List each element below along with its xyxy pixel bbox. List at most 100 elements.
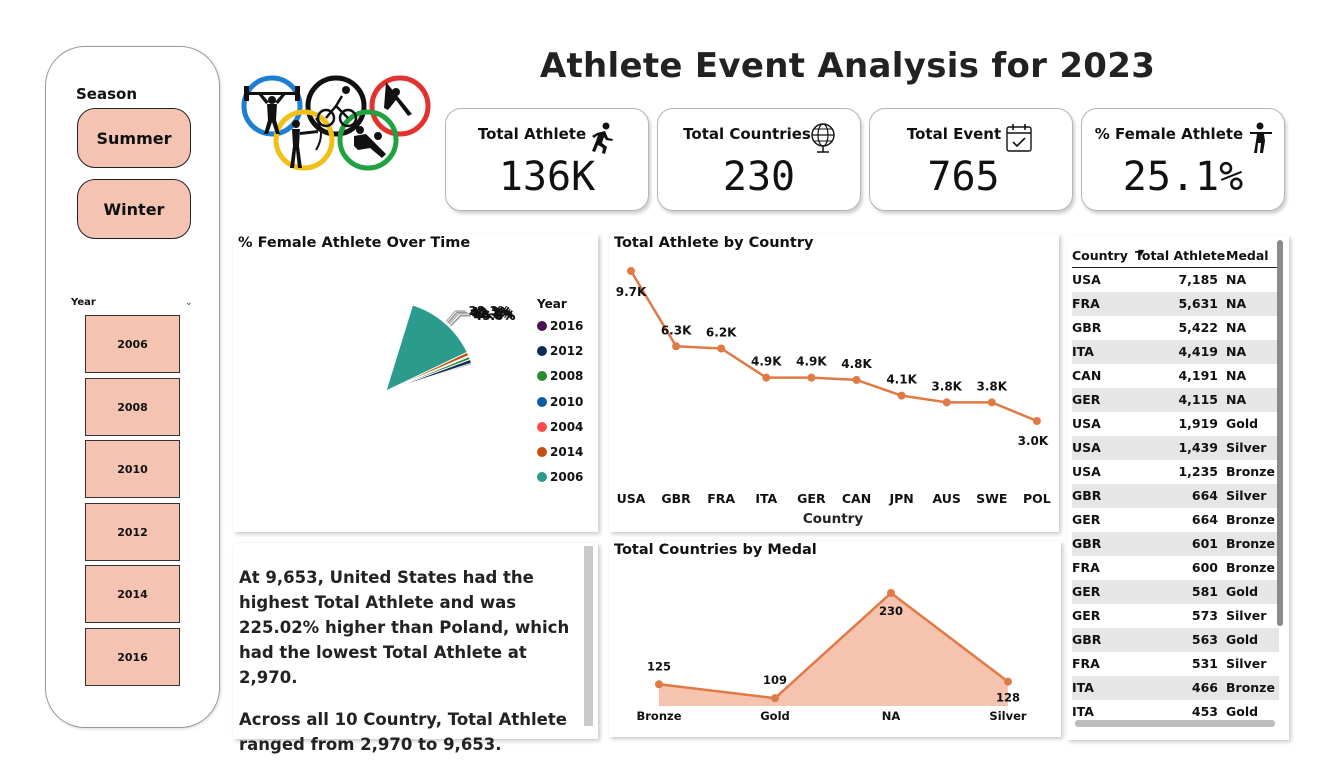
column-header-country[interactable]: Country <box>1072 248 1128 263</box>
legend-item-2008[interactable]: 2008 <box>537 369 583 383</box>
smart-narrative-panel: At 9,653, United States had the highest … <box>233 543 598 754</box>
table-row[interactable]: GBR 664 Silver <box>1072 484 1279 508</box>
legend-item-2010[interactable]: 2010 <box>537 395 583 409</box>
pie-leader-line <box>447 311 467 323</box>
year-button-2014[interactable]: 2014 <box>85 565 180 623</box>
table-row[interactable]: CAN 4,191 NA <box>1072 364 1279 388</box>
year-button-2010[interactable]: 2010 <box>85 440 180 498</box>
table-row[interactable]: GBR 5,422 NA <box>1072 316 1279 340</box>
column-header-medal[interactable]: Medal <box>1226 248 1269 263</box>
table-row[interactable]: USA 1,439 Silver <box>1072 436 1279 460</box>
line-series[interactable] <box>629 270 1038 423</box>
sort-descending-icon[interactable]: ▼ <box>1138 248 1145 257</box>
table-row[interactable]: USA 7,185 NA <box>1072 268 1279 292</box>
table-row[interactable]: GBR 601 Bronze <box>1072 532 1279 556</box>
legend-item-2004[interactable]: 2004 <box>537 420 583 434</box>
year-slicer-header[interactable]: Year ⌄ <box>71 297 193 308</box>
pie-data-label: 42.3% <box>472 307 514 321</box>
cell-medal: NA <box>1226 344 1247 359</box>
line-point-FRA[interactable] <box>717 344 726 353</box>
year-button-2016[interactable]: 2016 <box>85 628 180 686</box>
cell-medal: Bronze <box>1226 680 1275 695</box>
chevron-down-icon[interactable]: ⌄ <box>184 297 193 308</box>
area-series-line[interactable] <box>658 591 1009 700</box>
narrative-paragraph: Across all 10 Country, Total Athlete ran… <box>239 710 567 754</box>
cell-medal: NA <box>1226 320 1247 335</box>
cell-medal: Silver <box>1226 488 1267 503</box>
line-point-JPN[interactable] <box>897 391 906 400</box>
cell-total-athlete: 573 <box>1191 608 1218 623</box>
table-row[interactable]: GER 4,115 NA <box>1072 388 1279 412</box>
line-point-ITA[interactable] <box>762 373 771 382</box>
table-row[interactable]: GBR 563 Gold <box>1072 628 1279 652</box>
cell-country: GBR <box>1072 320 1102 335</box>
line-point-GBR[interactable] <box>672 342 681 351</box>
line-data-label: 6.2K <box>706 326 737 340</box>
kpi-card-female-athlete[interactable]: % Female Athlete 25.1% <box>1081 108 1285 211</box>
line-point-POL[interactable] <box>1032 417 1041 425</box>
cell-total-athlete: 531 <box>1191 656 1218 671</box>
legend-item-2014[interactable]: 2014 <box>537 445 583 459</box>
legend-item-2006[interactable]: 2006 <box>537 470 583 484</box>
line-point-CAN[interactable] <box>852 375 861 384</box>
cell-medal: NA <box>1226 272 1247 287</box>
table-row[interactable]: ITA 453 Gold <box>1072 700 1279 724</box>
kpi-label: Total Event <box>906 125 1002 143</box>
season-button-summer[interactable]: Summer <box>77 108 191 168</box>
table-row[interactable]: GER 664 Bronze <box>1072 508 1279 532</box>
kpi-card-total-countries[interactable]: Total Countries 230 <box>657 108 861 211</box>
line-data-label: 4.9K <box>796 355 827 369</box>
cell-country: FRA <box>1072 296 1100 311</box>
line-data-label: 3.8K <box>931 379 962 393</box>
table-row[interactable]: USA 1,235 Bronze <box>1072 460 1279 484</box>
kpi-label: Total Athlete <box>477 125 587 143</box>
column-header-total-athlete[interactable]: Total Athlete <box>1135 248 1226 263</box>
running-icon <box>592 122 613 154</box>
table-row[interactable]: GER 573 Silver <box>1072 604 1279 628</box>
table-row[interactable]: FRA 531 Silver <box>1072 652 1279 676</box>
table-row[interactable]: ITA 4,419 NA <box>1072 340 1279 364</box>
table-row[interactable]: USA 1,919 Gold <box>1072 412 1279 436</box>
table-vertical-scrollbar[interactable] <box>1277 240 1283 626</box>
table-row[interactable]: FRA 600 Bronze <box>1072 556 1279 580</box>
legend-label: 2014 <box>550 445 584 459</box>
pie-leader-line <box>445 310 466 322</box>
cell-medal: Bronze <box>1226 464 1275 479</box>
year-button-2006[interactable]: 2006 <box>85 315 180 373</box>
line-point-GER[interactable] <box>807 373 816 382</box>
narrative-scrollbar[interactable] <box>584 546 593 726</box>
cell-total-athlete: 1,235 <box>1178 464 1218 479</box>
area-chart[interactable]: 125 Bronze 109 Gold 230 NA 128 Silver <box>609 541 1061 737</box>
table-row[interactable]: ITA 466 Bronze <box>1072 676 1279 700</box>
line-chart[interactable]: 9.7K USA 6.3K GBR 6.2K FRA 4.9K ITA 4.9K GER 4.8K C… <box>609 234 1059 532</box>
year-button-2008[interactable]: 2008 <box>85 378 180 436</box>
legend-item-2016[interactable]: 2016 <box>537 319 583 333</box>
legend-item-2012[interactable]: 2012 <box>537 344 583 358</box>
season-button-winter[interactable]: Winter <box>77 179 191 239</box>
cell-total-athlete: 4,115 <box>1178 392 1218 407</box>
pie-data-label: 44.3% <box>473 308 515 322</box>
pie-chart[interactable]: 45.0%44.3%42.3%40.7%40.7%40.1%38.3% <box>233 234 598 532</box>
line-point-USA[interactable] <box>627 267 635 275</box>
area-point-NA[interactable] <box>887 589 895 597</box>
table-row[interactable]: FRA 5,631 NA <box>1072 292 1279 316</box>
cell-medal: Bronze <box>1226 536 1275 551</box>
line-point-AUS[interactable] <box>942 398 951 407</box>
area-point-Silver[interactable] <box>1004 677 1012 686</box>
legend-marker <box>537 396 547 407</box>
year-button-2012[interactable]: 2012 <box>85 503 180 561</box>
area-fill <box>659 593 1008 706</box>
page-title: Athlete Event Analysis for 2023 <box>539 46 1156 86</box>
cell-total-athlete: 453 <box>1191 704 1218 719</box>
table-row[interactable]: GER 581 Gold <box>1072 580 1279 604</box>
line-data-label: 3.8K <box>977 379 1008 393</box>
area-point-Gold[interactable] <box>771 694 779 703</box>
line-data-label: 4.9K <box>751 355 782 369</box>
table-horizontal-scrollbar[interactable] <box>1075 720 1275 727</box>
kpi-card-total-event[interactable]: Total Event 765 <box>869 108 1073 211</box>
kpi-card-total-athlete[interactable]: Total Athlete 136K <box>445 108 649 211</box>
pie-slice-2006[interactable] <box>385 304 468 392</box>
x-axis-tick-label: GBR <box>661 491 691 506</box>
line-point-SWE[interactable] <box>987 398 996 407</box>
area-point-Bronze[interactable] <box>655 680 663 689</box>
